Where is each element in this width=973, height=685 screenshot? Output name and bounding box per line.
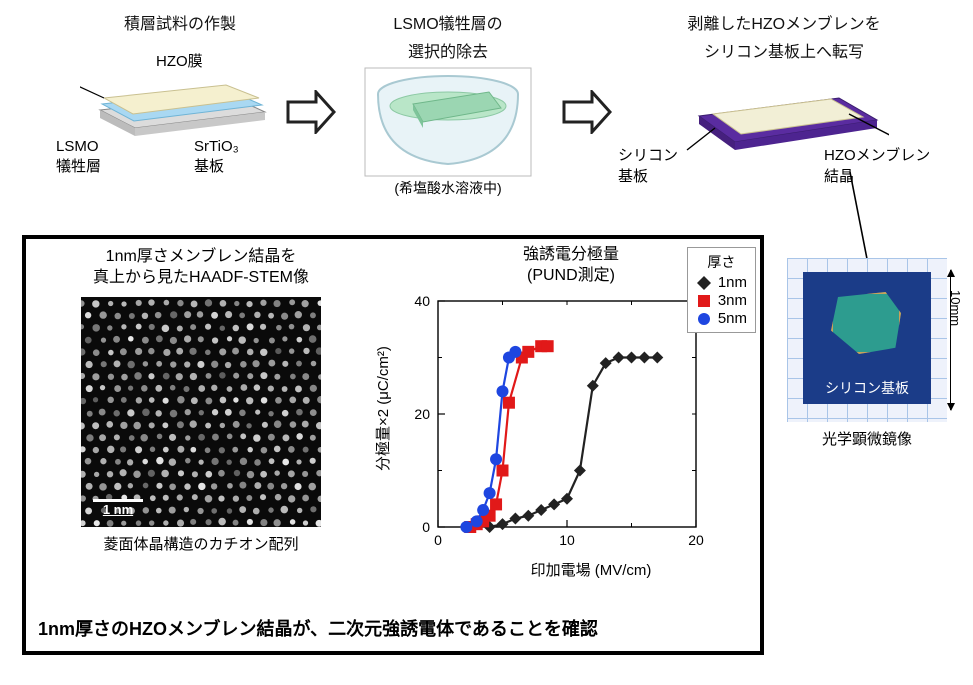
arrow-2 [562,90,612,144]
photo-dimension: 10mm [948,290,963,326]
step2: LSMO犠牲層の 選択的除去 (希塩酸水溶液中) [338,10,558,198]
chart-ylabel: 分極量×2 (μC/cm²) [372,346,393,471]
legend-row: 5nm [696,310,747,327]
step2-note: (希塩酸水溶液中) [338,178,558,198]
legend-row: 3nm [696,292,747,309]
step2-title-2: 選択的除去 [338,38,558,62]
chart-legend: 厚さ 1nm3nm5nm [687,247,756,333]
stem-title-1: 1nm厚さメンブレン結晶を [36,247,366,268]
arrow-1 [286,90,336,144]
hzo-label: HZO膜 [156,50,203,71]
connector-line [790,172,910,272]
results-box: 1nm厚さメンブレン結晶を 真上から見たHAADF-STEM像 1 nm 菱面体… [22,235,764,655]
step1-title: 積層試料の作製 [60,10,300,34]
step3-title-1: 剥離したHZOメンブレンを [614,10,954,34]
stem-caption: 菱面体晶構造のカチオン配列 [36,533,366,554]
stem-scalebar: 1 nm [93,502,143,517]
legend-label: 3nm [718,292,747,309]
pund-chart: 0 10 20 0 20 40 [386,291,706,559]
legend-label: 1nm [718,274,747,291]
step1: 積層試料の作製 HZO膜 LSMO 犠牲層 SrTiO₃ 基板 [60,10,300,138]
stem-title-2: 真上から見たHAADF-STEM像 [36,268,366,289]
svg-text:10: 10 [559,532,575,548]
legend-row: 1nm [696,274,747,291]
step3: 剥離したHZOメンブレンを シリコン基板上へ転写 シリコン 基板 HZOメンブレ… [614,10,954,162]
legend-title: 厚さ [696,252,747,272]
legend-label: 5nm [718,310,747,327]
svg-text:20: 20 [414,406,430,422]
chart-section: 強誘電分極量 (PUND測定) 厚さ 1nm3nm5nm 分極量×2 (μC/c… [386,245,756,580]
svg-text:0: 0 [434,532,442,548]
etching-beaker [363,66,533,178]
sto-label: SrTiO₃ 基板 [194,138,239,176]
conclusion-text: 1nm厚さのHZOメンブレン結晶が、二次元強誘電体であることを確認 [38,615,598,641]
stem-section: 1nm厚さメンブレン結晶を 真上から見たHAADF-STEM像 1 nm 菱面体… [36,247,366,554]
svg-text:40: 40 [414,293,430,309]
svg-text:20: 20 [688,532,704,548]
optical-photo: シリコン基板 10mm 光学顕微鏡像 [775,258,959,449]
chart-xlabel: 印加電場 (MV/cm) [426,559,756,580]
step2-title-1: LSMO犠牲層の [338,10,558,34]
photo-caption: 光学顕微鏡像 [775,428,959,449]
stem-image: 1 nm [81,297,321,527]
step3-title-2: シリコン基板上へ転写 [614,38,954,62]
photo-silicon-label: シリコン基板 [803,378,931,398]
wafer-photo: シリコン基板 10mm [787,258,947,422]
svg-text:0: 0 [422,519,430,535]
si-label: シリコン 基板 [618,144,678,186]
lsmo-label: LSMO 犠牲層 [56,138,101,176]
